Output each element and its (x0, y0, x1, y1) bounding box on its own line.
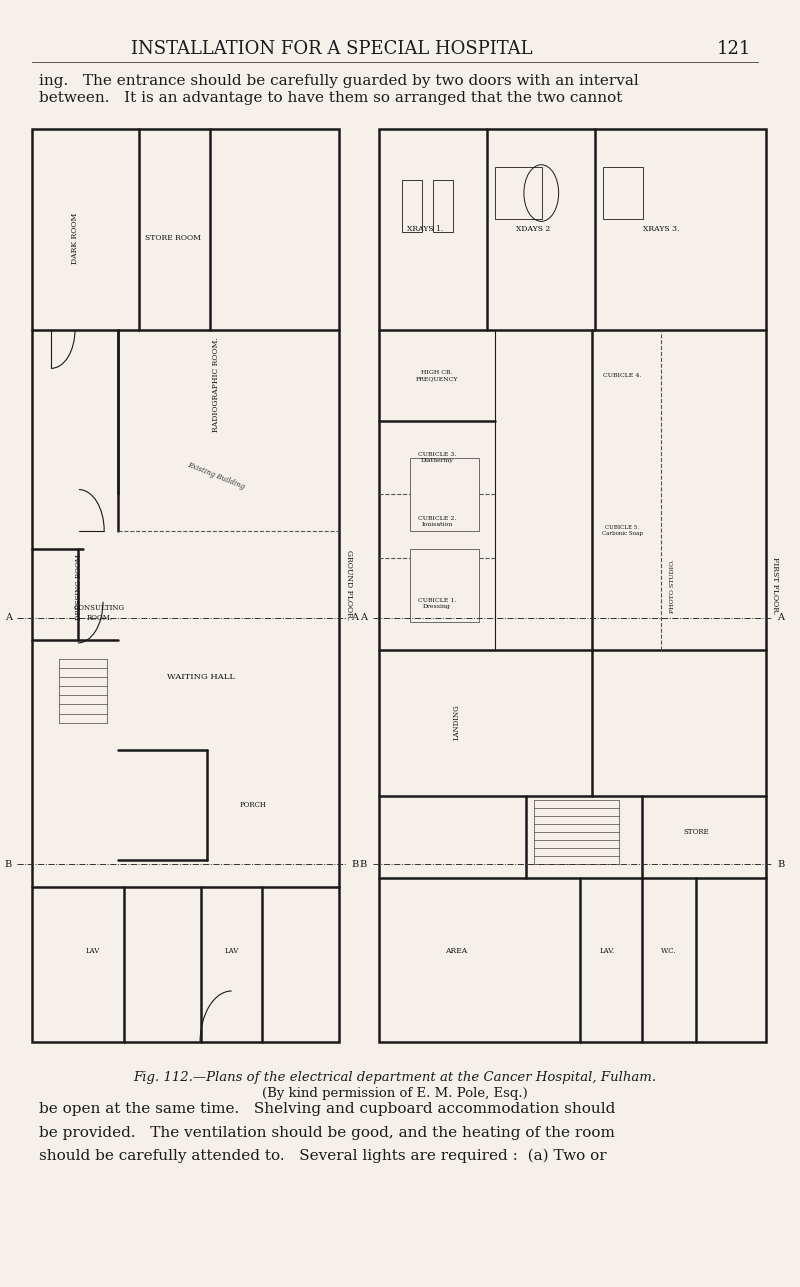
Text: XRAYS 3.: XRAYS 3. (643, 225, 679, 233)
Text: LAV: LAV (86, 947, 100, 955)
Text: CONSULTING
ROOM.: CONSULTING ROOM. (74, 605, 125, 622)
Text: WAITING HALL: WAITING HALL (167, 673, 235, 681)
Text: HIGH CB.
FREQUENCY: HIGH CB. FREQUENCY (415, 371, 458, 381)
Bar (603, 167, 642, 219)
Text: CUBICLE 4.: CUBICLE 4. (603, 373, 642, 378)
Text: GROUND FLOOR.: GROUND FLOOR. (345, 551, 353, 620)
Text: A: A (351, 613, 358, 622)
Text: B: B (5, 860, 12, 869)
Text: be open at the same time.   Shelving and cupboard accommodation should: be open at the same time. Shelving and c… (39, 1103, 616, 1116)
Text: XDAYS 2: XDAYS 2 (517, 225, 550, 233)
Bar (379, 129, 766, 1042)
Text: DARK ROOM: DARK ROOM (71, 212, 79, 264)
Text: be provided.   The ventilation should be good, and the heating of the room: be provided. The ventilation should be g… (39, 1126, 615, 1139)
Text: B: B (360, 860, 367, 869)
Text: DRESSING ROOM.: DRESSING ROOM. (75, 552, 83, 619)
Text: STORE ROOM: STORE ROOM (146, 234, 201, 242)
Bar (495, 167, 542, 219)
Text: PORCH: PORCH (240, 801, 266, 810)
Text: AREA: AREA (445, 947, 467, 955)
Text: INSTALLATION FOR A SPECIAL HOSPITAL: INSTALLATION FOR A SPECIAL HOSPITAL (130, 40, 532, 58)
Text: FIRST FLOOR.: FIRST FLOOR. (771, 557, 779, 614)
Text: CUBICLE 3.
Diathermy: CUBICLE 3. Diathermy (418, 452, 456, 463)
Text: between.   It is an advantage to have them so arranged that the two cannot: between. It is an advantage to have them… (39, 91, 623, 104)
Text: ing.   The entrance should be carefully guarded by two doors with an interval: ing. The entrance should be carefully gu… (39, 75, 639, 88)
Text: STORE: STORE (683, 829, 709, 837)
Text: CUBICLE 5.
Carbonic Soap: CUBICLE 5. Carbonic Soap (602, 525, 643, 537)
Text: PHOTO STUDIO.: PHOTO STUDIO. (670, 559, 675, 613)
Text: B: B (351, 860, 358, 869)
Text: A: A (360, 613, 367, 622)
Text: CUBICLE 2.
Ionisation: CUBICLE 2. Ionisation (418, 516, 456, 526)
Bar (402, 180, 422, 232)
Text: CUBICLE 1.
Dressing: CUBICLE 1. Dressing (418, 598, 456, 609)
Text: RADIOGRAPHIC ROOM.: RADIOGRAPHIC ROOM. (212, 337, 220, 432)
Text: A: A (5, 613, 12, 622)
Text: LAV: LAV (225, 947, 238, 955)
Bar (410, 550, 479, 622)
Text: XRAYS 1.: XRAYS 1. (407, 225, 443, 233)
Text: Existing Building: Existing Building (186, 461, 246, 492)
Text: should be carefully attended to.   Several lights are required :  (a) Two or: should be carefully attended to. Several… (39, 1148, 607, 1163)
Bar (433, 180, 453, 232)
Text: A: A (778, 613, 785, 622)
Bar (31, 129, 339, 1042)
Text: (By kind permission of E. M. Pole, Esq.): (By kind permission of E. M. Pole, Esq.) (262, 1088, 527, 1100)
Text: 121: 121 (717, 40, 751, 58)
Text: LAV.: LAV. (599, 947, 614, 955)
Text: B: B (778, 860, 785, 869)
Bar (410, 458, 479, 530)
Text: LANDING: LANDING (452, 705, 460, 740)
Text: Fig. 112.—Plans of the electrical department at the Cancer Hospital, Fulham.: Fig. 112.—Plans of the electrical depart… (133, 1071, 656, 1084)
Text: W.C.: W.C. (661, 947, 677, 955)
